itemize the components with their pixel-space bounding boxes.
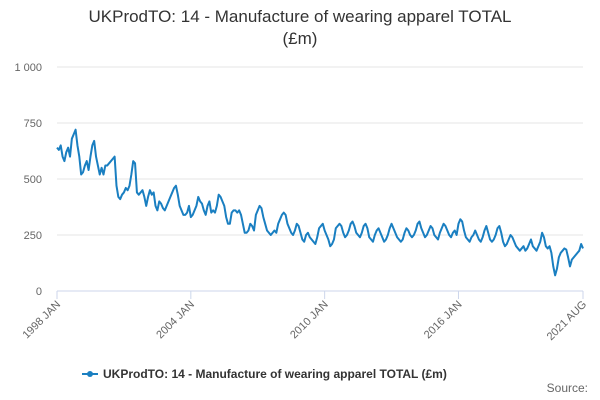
chart-title: UKProdTO: 14 - Manufacture of wearing ap… [88,7,512,48]
x-tick-label: 1998 JAN [20,299,63,342]
y-tick-label: 250 [24,230,42,242]
x-tick-label: 2016 JAN [422,299,465,342]
y-tick-label: 500 [24,174,42,186]
x-tick-label: 2010 JAN [288,299,331,342]
y-tick-label: 750 [24,118,42,130]
legend-marker [87,371,93,377]
x-tick-label: 2004 JAN [154,299,197,342]
y-tick-label: 0 [36,286,42,298]
legend-label: UKProdTO: 14 - Manufacture of wearing ap… [103,367,447,381]
source: Source: [547,381,588,395]
y-tick-label: 1 000 [14,62,42,74]
x-tick-label: 2021 AUG [545,299,589,343]
legend-item: UKProdTO: 14 - Manufacture of wearing ap… [82,367,447,381]
data-line [56,128,584,277]
